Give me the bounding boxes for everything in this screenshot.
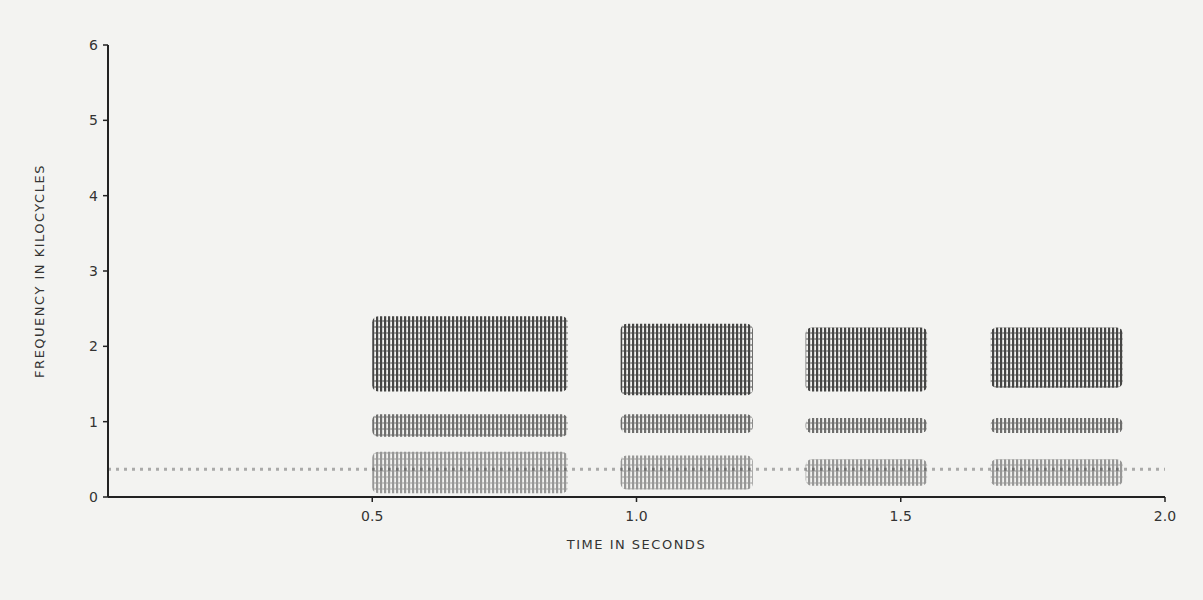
formant-band [372,316,568,391]
y-tick [103,120,108,122]
burst [991,328,1123,486]
x-tick-label: 0.5 [361,508,383,524]
x-tick-label: 1.0 [625,508,647,524]
x-tick [372,497,374,502]
y-tick-label: 6 [89,37,98,53]
y-tick [103,346,108,348]
y-tick-label: 0 [89,489,98,505]
plot-area [108,316,1165,493]
y-tick-label: 4 [89,188,98,204]
formant-band [806,418,928,433]
x-axis-title: TIME IN SECONDS [566,537,706,552]
y-tick [103,44,108,46]
formant-band [372,452,568,493]
formant-band [806,459,928,485]
y-tick-label: 5 [89,112,98,128]
x-tick [636,497,638,502]
chart: 0 1 2 3 4 5 6 0.5 1.0 1.5 2.0 TIME IN SECONDS FREQUE… [0,0,1203,600]
formant-band [621,324,753,396]
y-tick [103,496,108,498]
y-tick-label: 3 [89,263,98,279]
formant-band [991,328,1123,388]
formant-band [621,456,753,490]
x-tick-label: 2.0 [1154,508,1176,524]
y-tick [103,421,108,423]
formant-band [372,414,568,437]
y-tick [103,195,108,197]
burst [621,324,753,490]
burst [806,328,928,486]
x-tick [1164,497,1166,502]
y-axis-title: FREQUENCY IN KILOCYCLES [32,164,47,378]
x-tick [900,497,902,502]
burst [372,316,568,493]
formant-band [991,418,1123,433]
y-tick [103,270,108,272]
formant-band [991,459,1123,485]
x-tick-label: 1.5 [890,508,912,524]
y-tick-label: 1 [89,414,98,430]
formant-band [621,414,753,433]
y-tick-label: 2 [89,338,98,354]
formant-band [806,328,928,392]
